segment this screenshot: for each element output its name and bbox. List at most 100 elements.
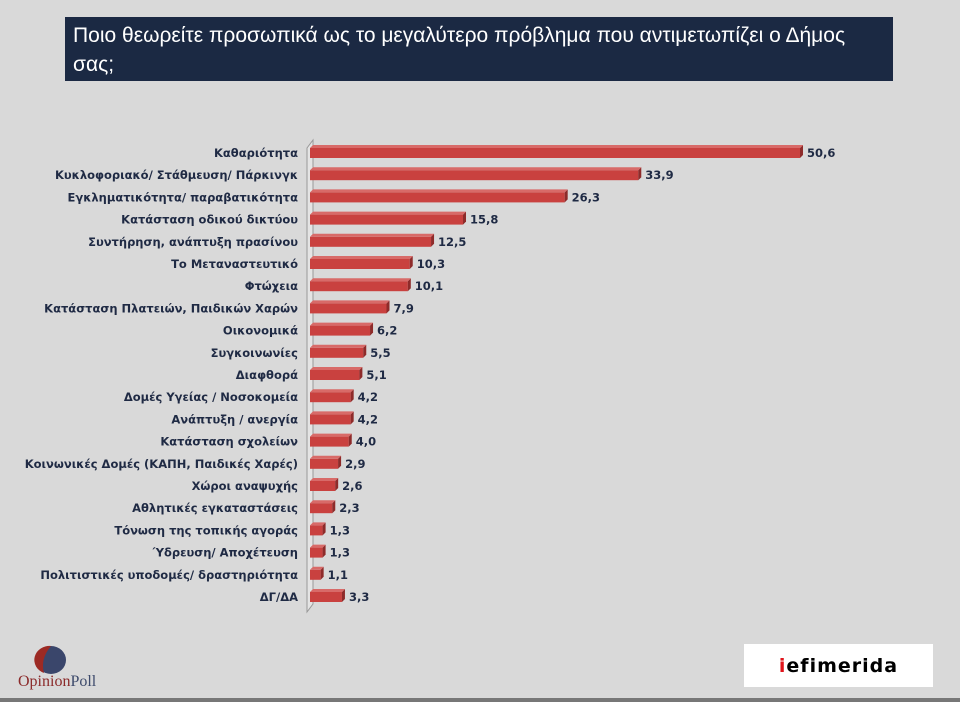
bar [310, 325, 371, 336]
bar-top [310, 478, 339, 481]
bar [310, 259, 410, 269]
bar-side [338, 455, 342, 469]
bar [310, 192, 565, 203]
bar-side [332, 500, 336, 514]
bar [310, 436, 349, 447]
bar [310, 503, 333, 514]
data-label: 10,3 [417, 257, 445, 271]
bar-top [310, 433, 352, 437]
data-label: 2,6 [342, 479, 362, 493]
bar-top [310, 344, 367, 348]
bar-top [310, 322, 374, 326]
bar [310, 525, 323, 536]
bar-top [310, 522, 326, 526]
bar-top [310, 211, 467, 215]
bar-top [310, 367, 363, 370]
data-label: 50,6 [807, 146, 835, 160]
bar [310, 481, 336, 491]
bar-top [310, 189, 568, 193]
bar-side [341, 589, 345, 602]
category-label: Κυκλοφοριακό/ Στάθμευση/ Πάρκινγκ [55, 168, 298, 182]
bar-side [463, 211, 467, 225]
bar-top [310, 589, 345, 592]
data-label: 6,2 [377, 324, 397, 338]
bar [310, 170, 639, 181]
category-label: Οικονομικά [223, 324, 298, 338]
bar-top [310, 300, 390, 304]
bar-side [320, 566, 324, 580]
data-label: 3,3 [349, 590, 369, 604]
bar-side [409, 256, 413, 269]
bar-top [310, 167, 642, 171]
chart-title: Ποιο θεωρείτε προσωπικά ως το μεγαλύτερο… [65, 17, 893, 81]
category-label: Κοινωνικές Δομές (ΚΑΠΗ, Παιδικές Χαρές) [25, 457, 298, 471]
data-label: 12,5 [438, 235, 466, 249]
bar-top [310, 278, 411, 282]
data-label: 1,3 [330, 546, 350, 560]
category-label: Εγκληματικότητα/ παραβατικότητα [68, 190, 299, 204]
bar-side [800, 145, 803, 158]
bar-top [310, 233, 435, 237]
category-label: Τόνωση της τοπικής αγοράς [114, 523, 298, 537]
bar [310, 458, 339, 469]
category-label: Συντήρηση, ανάπτυξη πρασίνου [88, 235, 298, 249]
bar [310, 214, 464, 225]
bar-top [310, 566, 324, 570]
bar-top [310, 389, 354, 393]
bar-chart: Καθαριότητα 50,6 Κυκλοφοριακό/ Στάθμευση/ … [25, 138, 835, 614]
category-label: Κατάσταση οδικού δικτύου [121, 213, 298, 227]
data-label: 2,3 [339, 501, 359, 515]
bar-side [564, 189, 568, 203]
bar-side [407, 278, 411, 292]
data-label: 5,1 [366, 368, 386, 382]
bar-side [386, 300, 390, 314]
bar-top [310, 500, 336, 504]
data-label: 2,9 [345, 457, 365, 471]
bar [310, 303, 387, 314]
category-label: Συγκοινωνίες [211, 346, 299, 360]
opinionpoll-logo: OpinionPoll [18, 673, 97, 690]
data-label: 1,1 [328, 568, 348, 582]
bar [310, 370, 360, 380]
iefimerida-logo: i efimerida [744, 644, 933, 687]
bar [310, 414, 351, 425]
bar-top [310, 411, 354, 415]
bar-side [350, 389, 354, 403]
opinionpoll-logo-icon [34, 645, 66, 674]
category-label: Χώροι αναψυχής [192, 479, 299, 493]
bar [310, 236, 432, 247]
category-label: Κατάσταση σχολείων [160, 435, 298, 449]
data-label: 1,3 [330, 523, 350, 537]
bar-side [359, 367, 363, 380]
bar [310, 347, 364, 358]
category-label: Καθαριότητα [214, 146, 298, 160]
data-label: 10,1 [415, 279, 443, 293]
bar-top [310, 455, 342, 459]
category-label: Κατάσταση Πλατειών, Παιδικών Χαρών [44, 301, 298, 315]
bar [310, 569, 321, 580]
data-label: 4,0 [356, 435, 376, 449]
category-label: Δομές Υγείας / Νοσοκομεία [124, 390, 298, 404]
data-label: 4,2 [358, 390, 378, 404]
data-label: 33,9 [645, 168, 673, 182]
category-label: Το Μεταναστευτικό [171, 257, 298, 271]
category-label: Ανάπτυξη / ανεργία [171, 412, 298, 426]
bar [310, 592, 342, 602]
bottom-border [0, 698, 960, 702]
data-label: 5,5 [370, 346, 390, 360]
bar-side [348, 433, 352, 447]
category-label: Φτώχεια [245, 279, 298, 293]
bar-side [322, 544, 326, 558]
bar-top [310, 256, 413, 259]
bar-side [431, 233, 435, 247]
category-label: Πολιτιστικές υποδομές/ δραστηριότητα [40, 568, 298, 582]
category-label: ΔΓ/ΔΑ [260, 590, 298, 604]
category-label: Αθλητικές εγκαταστάσεις [132, 501, 298, 515]
bar-side [370, 322, 374, 336]
data-label: 4,2 [358, 412, 378, 426]
bar-side [350, 411, 354, 425]
data-label: 7,9 [394, 301, 414, 315]
bar [310, 148, 800, 158]
bar [310, 281, 408, 292]
bar [310, 547, 323, 558]
